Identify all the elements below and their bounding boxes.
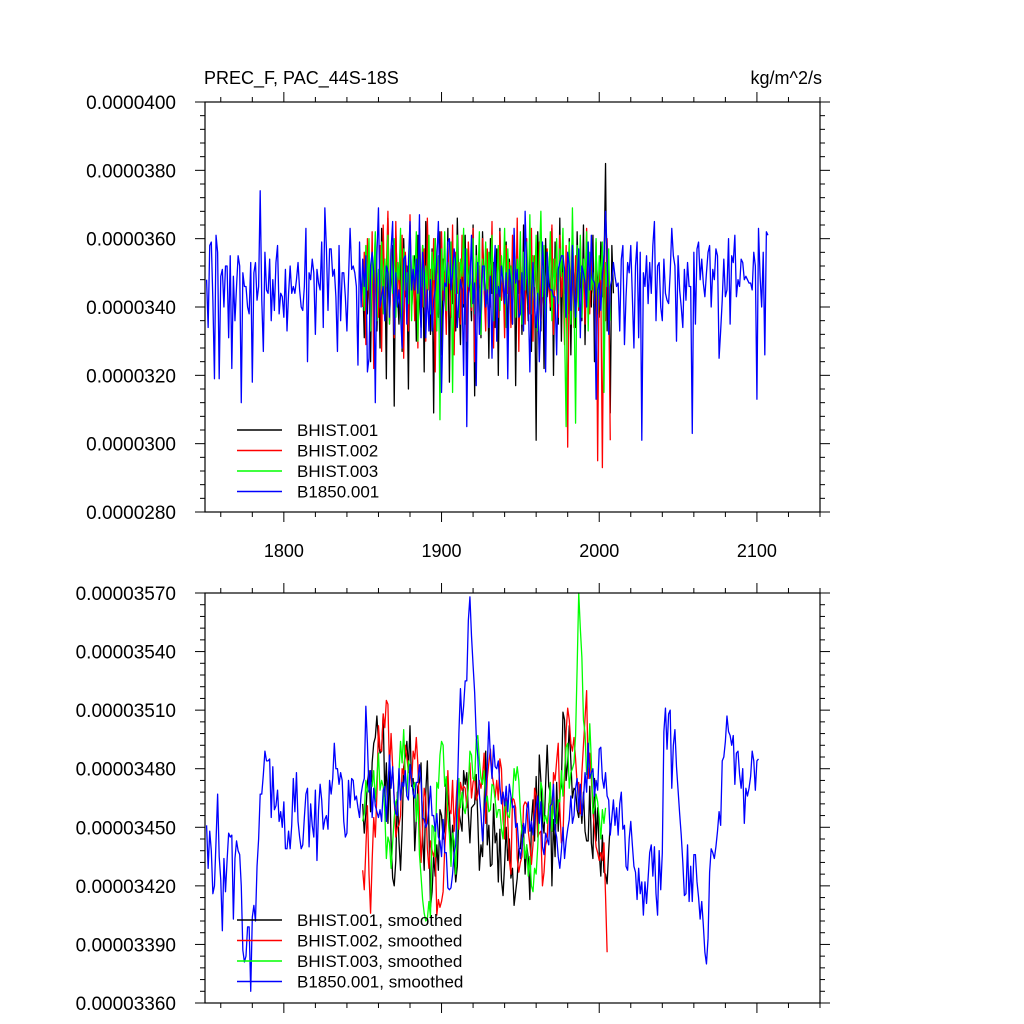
x-tick-label: 2100 bbox=[737, 541, 777, 561]
panel-top: 1800 1900 2000 2100 0.0000280 0.0000300 0.0000… bbox=[86, 92, 830, 561]
y-tick-label: 0.0000280 bbox=[86, 503, 176, 524]
y-tick-label: 0.0000360 bbox=[86, 230, 176, 251]
y-tick-label: 0.0000340 bbox=[86, 298, 176, 319]
x-tick-label: 1900 bbox=[422, 541, 462, 561]
legend-label: BHIST.001 bbox=[297, 421, 378, 440]
legend-label: BHIST.003 bbox=[297, 462, 378, 481]
x-tick-label: 2000 bbox=[579, 541, 619, 561]
title-right: kg/m^2/s bbox=[751, 68, 822, 88]
series-group bbox=[205, 592, 760, 992]
legend-label: BHIST.003, smoothed bbox=[297, 952, 462, 971]
legend-label: BHIST.002 bbox=[297, 442, 378, 461]
legend-label: B1850.001, smoothed bbox=[297, 973, 463, 992]
top-series-line-4 bbox=[205, 190, 769, 441]
series-group bbox=[205, 162, 769, 469]
title-left: PREC_F, PAC_44S-18S bbox=[204, 68, 399, 89]
bottom-plot-frame bbox=[204, 592, 821, 1004]
legend-label: B1850.001 bbox=[297, 483, 379, 502]
y-tick-label: 0.00003570 bbox=[76, 584, 176, 605]
top-series-line-3 bbox=[362, 207, 611, 428]
y-tick-label: 0.00003390 bbox=[76, 935, 176, 956]
y-tick-label: 0.0000300 bbox=[86, 435, 176, 456]
x-tick-label: 1800 bbox=[264, 541, 304, 561]
bottom-legend: BHIST.001, smoothed BHIST.002, smoothedBH… bbox=[237, 911, 463, 992]
panel-bottom: 0.00003360 0.00003390 0.00003420 0.00003450… bbox=[76, 583, 830, 1015]
legend-label: BHIST.002, smoothed bbox=[297, 932, 462, 951]
y-tick-label: 0.00003360 bbox=[76, 994, 176, 1015]
y-tick-label: 0.00003510 bbox=[76, 701, 176, 722]
y-tick-label: 0.0000380 bbox=[86, 161, 176, 182]
y-tick-label: 0.0000400 bbox=[86, 93, 176, 114]
y-tick-label: 0.0000320 bbox=[86, 366, 176, 387]
bottom-series-line-3 bbox=[362, 592, 607, 922]
y-tick-label: 0.00003420 bbox=[76, 877, 176, 898]
y-tick-label: 0.00003540 bbox=[76, 643, 176, 664]
legend-label: BHIST.001, smoothed bbox=[297, 911, 462, 930]
bottom-series-line-4 bbox=[205, 596, 760, 992]
y-tick-label: 0.00003450 bbox=[76, 818, 176, 839]
y-tick-label: 0.00003480 bbox=[76, 760, 176, 781]
